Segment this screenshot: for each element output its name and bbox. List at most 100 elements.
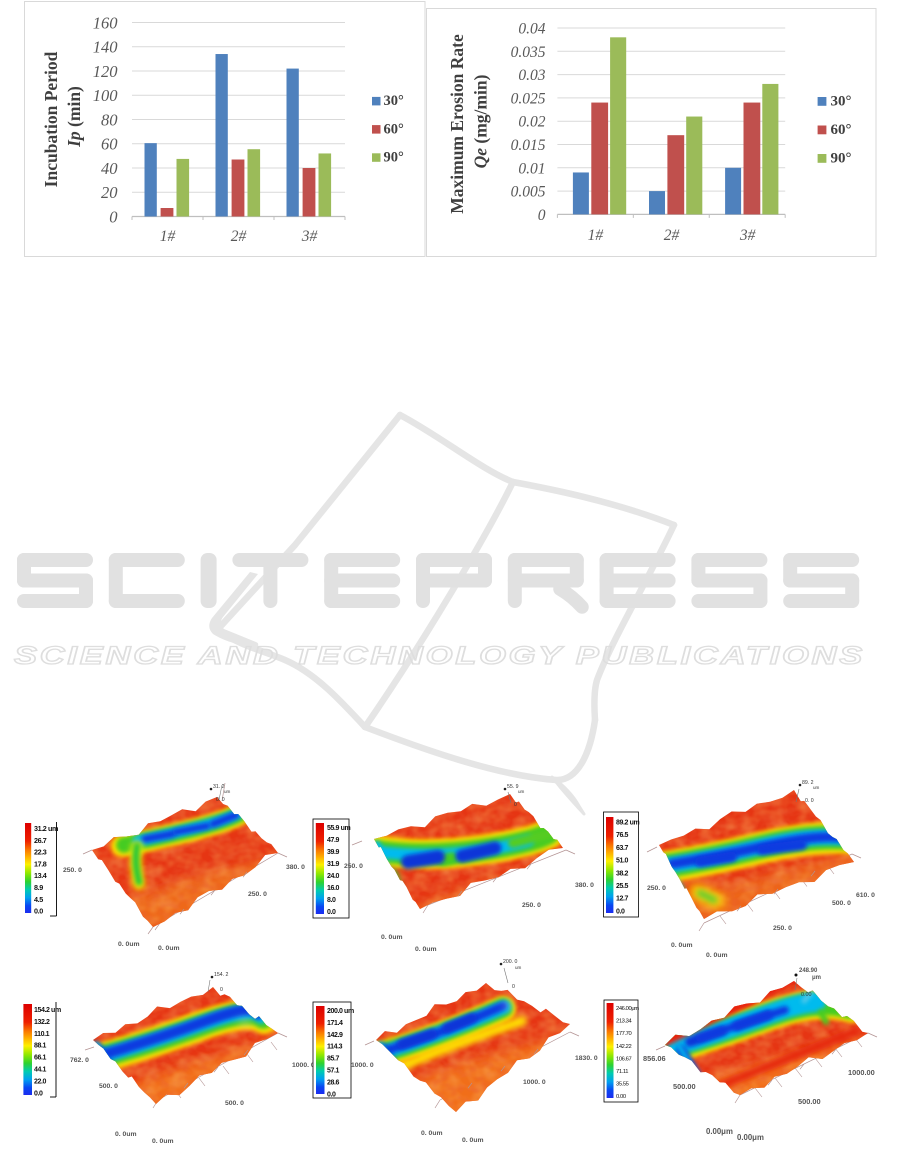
svg-text:17.8: 17.8 bbox=[34, 859, 47, 868]
svg-text:3#: 3# bbox=[300, 228, 317, 245]
svg-text:246.00μm: 246.00μm bbox=[616, 1006, 639, 1012]
svg-text:248.90: 248.90 bbox=[799, 968, 818, 974]
svg-text:26.7: 26.7 bbox=[34, 836, 47, 845]
svg-text:35.55: 35.55 bbox=[616, 1082, 629, 1088]
svg-text:1830. 0: 1830. 0 bbox=[575, 1055, 598, 1062]
svg-text:8.0: 8.0 bbox=[327, 897, 336, 904]
svg-text:200.0 um: 200.0 um bbox=[327, 1008, 354, 1015]
svg-text:0: 0 bbox=[220, 987, 223, 993]
svg-text:Qe (mg/min): Qe (mg/min) bbox=[471, 74, 491, 168]
svg-text:120: 120 bbox=[92, 61, 118, 80]
svg-text:2#: 2# bbox=[230, 228, 246, 245]
svg-text:171.4: 171.4 bbox=[327, 1020, 343, 1027]
svg-text:1#: 1# bbox=[159, 228, 175, 245]
svg-text:20: 20 bbox=[101, 183, 118, 202]
svg-text:47.9: 47.9 bbox=[327, 837, 340, 844]
svg-text:31. 2: 31. 2 bbox=[213, 784, 225, 790]
svg-text:0: 0 bbox=[512, 984, 515, 990]
svg-text:3#: 3# bbox=[739, 227, 756, 244]
svg-text:213.34: 213.34 bbox=[616, 1019, 633, 1025]
svg-text:0. 0um: 0. 0um bbox=[421, 1130, 443, 1137]
svg-text:100: 100 bbox=[92, 86, 118, 105]
svg-text:44.1: 44.1 bbox=[34, 1067, 47, 1074]
svg-text:Maximum Erosion Rate: Maximum Erosion Rate bbox=[447, 34, 467, 214]
svg-text:380. 0: 380. 0 bbox=[575, 882, 594, 889]
svg-text:380. 0: 380. 0 bbox=[286, 864, 305, 871]
svg-text:63.7: 63.7 bbox=[616, 845, 629, 852]
svg-text:154. 2: 154. 2 bbox=[214, 972, 229, 978]
svg-text:114.3: 114.3 bbox=[327, 1044, 343, 1051]
svg-text:71.11: 71.11 bbox=[616, 1069, 628, 1075]
svg-text:106.67: 106.67 bbox=[616, 1056, 632, 1062]
svg-text:60: 60 bbox=[101, 134, 118, 153]
svg-text:142.9: 142.9 bbox=[327, 1032, 343, 1039]
svg-text:0. 0: 0. 0 bbox=[216, 797, 225, 803]
svg-text:250. 0: 250. 0 bbox=[647, 885, 666, 892]
svg-text:0.005: 0.005 bbox=[511, 183, 546, 200]
svg-text:0. 0um: 0. 0um bbox=[158, 945, 180, 952]
svg-text:0.0: 0.0 bbox=[34, 1090, 43, 1097]
svg-text:μm: μm bbox=[812, 975, 821, 981]
svg-text:1000. 0: 1000. 0 bbox=[351, 1062, 374, 1069]
svg-text:0: 0 bbox=[109, 207, 118, 226]
svg-text:0.0: 0.0 bbox=[34, 907, 43, 916]
svg-text:110.1: 110.1 bbox=[34, 1031, 50, 1038]
svg-text:140: 140 bbox=[92, 37, 118, 56]
svg-text:0. 0um: 0. 0um bbox=[415, 946, 437, 953]
svg-text:142.22: 142.22 bbox=[616, 1044, 632, 1050]
svg-text:um: um bbox=[813, 785, 820, 790]
svg-text:30°: 30° bbox=[831, 93, 852, 109]
svg-text:Ip (min): Ip (min) bbox=[64, 85, 84, 147]
svg-text:0.03: 0.03 bbox=[518, 67, 545, 84]
svg-text:um: um bbox=[515, 965, 522, 970]
svg-text:250. 0: 250. 0 bbox=[63, 867, 82, 874]
svg-text:66.1: 66.1 bbox=[34, 1055, 47, 1062]
svg-text:39.9: 39.9 bbox=[327, 849, 340, 856]
svg-text:38.2: 38.2 bbox=[616, 870, 629, 877]
svg-text:um: um bbox=[224, 789, 231, 794]
svg-text:57.1: 57.1 bbox=[327, 1068, 340, 1075]
svg-text:13.4: 13.4 bbox=[34, 871, 47, 880]
svg-text:0.00μm: 0.00μm bbox=[737, 1133, 764, 1142]
svg-text:0: 0 bbox=[514, 802, 517, 808]
svg-text:250. 0: 250. 0 bbox=[344, 863, 363, 870]
svg-text:60°: 60° bbox=[383, 121, 404, 137]
svg-text:0. 0um: 0. 0um bbox=[462, 1137, 484, 1144]
svg-text:0.01: 0.01 bbox=[518, 160, 545, 177]
svg-text:55.9 um: 55.9 um bbox=[327, 825, 350, 832]
svg-text:90°: 90° bbox=[383, 149, 404, 165]
svg-text:0.035: 0.035 bbox=[511, 43, 546, 60]
svg-text:28.6: 28.6 bbox=[327, 1079, 340, 1086]
svg-text:0. 0um: 0. 0um bbox=[152, 1138, 174, 1145]
svg-text:250. 0: 250. 0 bbox=[773, 925, 792, 932]
svg-text:250. 0: 250. 0 bbox=[522, 902, 541, 909]
svg-text:16.0: 16.0 bbox=[327, 885, 340, 892]
svg-text:762. 0: 762. 0 bbox=[70, 1057, 89, 1064]
svg-text:89. 2: 89. 2 bbox=[802, 780, 814, 786]
svg-text:22.0: 22.0 bbox=[34, 1078, 47, 1085]
svg-text:0.0: 0.0 bbox=[327, 909, 336, 916]
svg-text:22.3: 22.3 bbox=[34, 848, 47, 857]
svg-text:55. 9: 55. 9 bbox=[507, 784, 519, 790]
svg-text:856.06: 856.06 bbox=[643, 1054, 666, 1063]
svg-text:0. 0um: 0. 0um bbox=[118, 941, 140, 948]
svg-text:0. 0um: 0. 0um bbox=[381, 934, 403, 941]
svg-text:177.70: 177.70 bbox=[616, 1031, 632, 1037]
svg-text:31.2 um: 31.2 um bbox=[34, 824, 58, 833]
svg-text:1000. 0: 1000. 0 bbox=[292, 1062, 315, 1069]
svg-text:0. 0: 0. 0 bbox=[805, 798, 814, 804]
svg-text:0. 0um: 0. 0um bbox=[706, 952, 728, 959]
svg-text:80: 80 bbox=[101, 110, 118, 129]
svg-text:0.0: 0.0 bbox=[327, 1091, 336, 1098]
svg-text:0. 0um: 0. 0um bbox=[671, 942, 693, 949]
svg-text:1#: 1# bbox=[588, 227, 604, 244]
svg-text:0.025: 0.025 bbox=[511, 90, 546, 107]
svg-text:SCIENCE AND TECHNOLOGY PUBLICA: SCIENCE AND TECHNOLOGY PUBLICATIONS bbox=[14, 642, 865, 670]
svg-text:76.5: 76.5 bbox=[616, 832, 629, 839]
svg-text:0.04: 0.04 bbox=[518, 20, 545, 37]
svg-text:31.9: 31.9 bbox=[327, 861, 340, 868]
svg-text:Incubation Period: Incubation Period bbox=[41, 51, 61, 187]
svg-text:1000.00: 1000.00 bbox=[848, 1068, 875, 1077]
svg-text:0.00: 0.00 bbox=[801, 992, 812, 998]
svg-text:154.2 um: 154.2 um bbox=[34, 1007, 61, 1014]
